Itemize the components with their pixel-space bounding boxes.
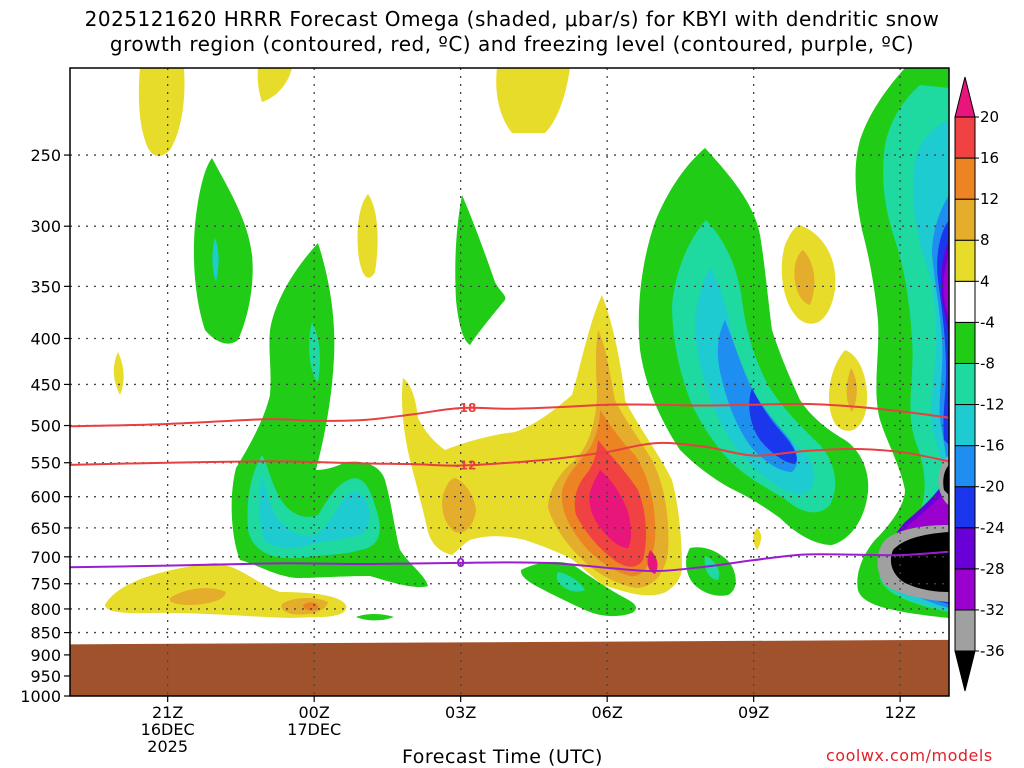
plot-frame <box>69 67 950 697</box>
omega-cell-low-09z-inner <box>704 556 720 580</box>
colorbar-label--20: -20 <box>980 478 1005 496</box>
x-tick-label-21z-line2: 16DEC <box>141 720 195 739</box>
y-tick-label-450: 450 <box>30 375 61 394</box>
omega-cell-small-1 <box>113 352 124 395</box>
colorbar: -36 -32 -28 -24 -20 -16 -12 -8 -4 4 8 12 16 20 <box>954 76 1005 692</box>
colorbar-band--36-to--32 <box>954 609 976 652</box>
contour-label--12: -12 <box>455 458 477 472</box>
x-tick-label-06z: 06Z <box>592 703 623 722</box>
x-tick-label-12z: 12Z <box>885 703 916 722</box>
temperature-contours: -18 -12 0 <box>70 401 949 573</box>
colorbar-band--16-to--12 <box>954 404 976 447</box>
credit-text: coolwx.com/models <box>826 746 993 765</box>
chart-title-line-2: growth region (contoured, red, ºC) and f… <box>109 32 915 56</box>
y-tick-label-500: 500 <box>30 417 61 436</box>
colorbar-arrow-bottom <box>954 650 976 692</box>
contour-label--18: -18 <box>455 401 477 415</box>
x-tick-label-21z: 21Z <box>152 703 183 722</box>
x-tick-label-09z: 09Z <box>738 703 769 722</box>
omega-cell-12z-inner <box>846 368 857 412</box>
colorbar-label-4: 4 <box>980 272 990 290</box>
omega-plume-23z <box>193 158 253 344</box>
colorbar-band-12-to-16 <box>954 157 976 200</box>
colorbar-label-20: 20 <box>980 108 999 126</box>
x-axis-label: Forecast Time (UTC) <box>402 746 603 768</box>
colorbar-band-4-to-8 <box>954 239 976 282</box>
colorbar-band--28-to--24 <box>954 527 976 570</box>
y-tick-label-1000: 1000 <box>20 687 61 706</box>
colorbar-label--32: -32 <box>980 601 1005 619</box>
y-tick-label-800: 800 <box>30 600 61 619</box>
y-tick-label-850: 850 <box>30 624 61 643</box>
y-tick-label-750: 750 <box>30 575 61 594</box>
x-tick-label-03z: 03Z <box>445 703 476 722</box>
omega-cell-upper-2 <box>257 68 292 102</box>
colorbar-band--20-to--16 <box>954 445 976 488</box>
colorbar-band--8-to--4 <box>954 321 976 364</box>
colorbar-label--28: -28 <box>980 560 1005 578</box>
omega-cell-small-2 <box>753 528 762 550</box>
omega-band-low-level-left-inner-1 <box>169 588 226 605</box>
omega-cell-upper-1 <box>138 68 185 156</box>
colorbar-arrow-top <box>954 76 976 118</box>
omega-right-column-max <box>890 465 949 592</box>
colorbar-label--4: -4 <box>980 313 995 331</box>
colorbar-band--32-to--28 <box>954 568 976 611</box>
y-axis: 250 300 350 400 450 500 550 600 650 700 750 800 850 9… <box>20 146 70 706</box>
colorbar-label--36: -36 <box>980 642 1005 660</box>
contour-line-0 <box>70 550 949 573</box>
omega-cell-small-3 <box>356 614 394 621</box>
omega-max-07z-core <box>589 470 631 548</box>
colorbar-band-16-to-20 <box>954 116 976 159</box>
omega-plume-01z-l2 <box>259 475 370 549</box>
omega-max-08z-core <box>647 550 658 574</box>
omega-right-column-l6 <box>891 255 949 598</box>
x-tick-label-00z: 00Z <box>299 703 330 722</box>
omega-plume-23z-inner <box>212 238 219 282</box>
colorbar-label-8: 8 <box>980 231 990 249</box>
colorbar-label--24: -24 <box>980 519 1005 537</box>
y-tick-label-700: 700 <box>30 548 61 567</box>
y-tick-label-950: 950 <box>30 667 61 686</box>
colorbar-band--4-to-4 <box>954 280 976 323</box>
y-tick-label-650: 650 <box>30 519 61 538</box>
omega-plume-05z <box>455 195 506 345</box>
y-tick-label-300: 300 <box>30 217 61 236</box>
gridlines <box>70 68 949 696</box>
omega-cell-11z-inner <box>794 250 815 305</box>
omega-cell-upper-4 <box>357 194 378 278</box>
terrain-fill <box>70 639 949 696</box>
contour-line--12 <box>70 441 949 467</box>
y-tick-label-400: 400 <box>30 329 61 348</box>
colorbar-label-16: 16 <box>980 149 999 167</box>
y-tick-label-600: 600 <box>30 488 61 507</box>
x-tick-label-21z-line3: 2025 <box>147 737 188 756</box>
colorbar-label--16: -16 <box>980 437 1005 455</box>
colorbar-band-8-to-12 <box>954 198 976 241</box>
contour-label-0: 0 <box>456 556 464 570</box>
omega-slanted-band-core <box>749 388 797 464</box>
y-tick-label-550: 550 <box>30 454 61 473</box>
y-tick-label-350: 350 <box>30 277 61 296</box>
colorbar-label--12: -12 <box>980 396 1005 414</box>
y-tick-label-250: 250 <box>30 146 61 165</box>
colorbar-band--12-to--8 <box>954 362 976 406</box>
contour-line--18 <box>70 402 949 428</box>
omega-cell-04z-inner <box>442 478 476 533</box>
y-tick-label-900: 900 <box>30 646 61 665</box>
colorbar-band--24-to--20 <box>954 486 976 529</box>
omega-cell-upper-3 <box>496 68 570 133</box>
colorbar-label--8: -8 <box>980 354 995 372</box>
x-tick-label-00z-line2: 17DEC <box>287 720 341 739</box>
omega-cell-low-06z-inner <box>556 572 585 592</box>
colorbar-label-12: 12 <box>980 190 999 208</box>
chart-title-line-1: 2025121620 HRRR Forecast Omega (shaded, … <box>84 7 940 31</box>
